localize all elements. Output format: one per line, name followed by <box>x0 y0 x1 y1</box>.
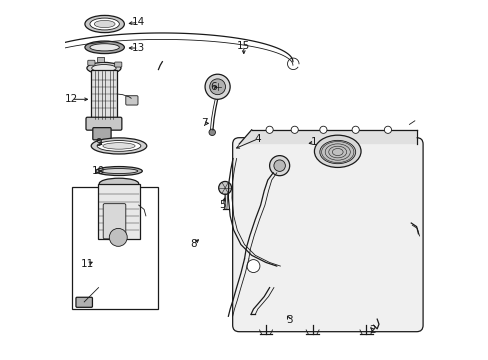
FancyBboxPatch shape <box>232 138 422 332</box>
Bar <box>98 184 140 239</box>
Circle shape <box>218 181 231 194</box>
Ellipse shape <box>85 15 124 33</box>
Circle shape <box>209 79 225 95</box>
Circle shape <box>273 160 285 171</box>
Circle shape <box>269 156 289 176</box>
Circle shape <box>384 126 391 134</box>
Text: 10: 10 <box>92 166 105 176</box>
Text: 6: 6 <box>209 82 216 93</box>
Ellipse shape <box>97 140 141 151</box>
Circle shape <box>319 126 326 134</box>
Text: 3: 3 <box>285 315 292 325</box>
Ellipse shape <box>319 140 355 164</box>
Ellipse shape <box>314 135 360 167</box>
Polygon shape <box>239 130 416 144</box>
Ellipse shape <box>90 18 119 30</box>
FancyBboxPatch shape <box>103 204 125 239</box>
Ellipse shape <box>102 143 135 149</box>
Ellipse shape <box>91 138 146 154</box>
Ellipse shape <box>90 44 119 51</box>
FancyBboxPatch shape <box>125 96 138 105</box>
Ellipse shape <box>100 168 138 174</box>
Circle shape <box>208 129 215 135</box>
Circle shape <box>351 126 359 134</box>
Circle shape <box>109 228 127 246</box>
Text: 5: 5 <box>219 200 226 210</box>
FancyBboxPatch shape <box>93 128 111 140</box>
Text: 15: 15 <box>237 41 250 51</box>
Bar <box>72 187 158 309</box>
FancyBboxPatch shape <box>76 297 92 307</box>
Text: 8: 8 <box>190 239 197 249</box>
Ellipse shape <box>87 62 121 74</box>
Circle shape <box>265 126 273 134</box>
Circle shape <box>290 126 298 134</box>
Text: 4: 4 <box>254 134 261 144</box>
Circle shape <box>204 74 230 99</box>
Text: 11: 11 <box>81 259 94 269</box>
Text: 1: 1 <box>310 138 317 147</box>
Ellipse shape <box>85 41 124 54</box>
Text: 2: 2 <box>369 325 375 335</box>
Text: 13: 13 <box>132 43 145 53</box>
Text: 7: 7 <box>201 118 207 128</box>
FancyBboxPatch shape <box>115 62 122 67</box>
Bar <box>91 70 117 120</box>
Circle shape <box>246 260 260 273</box>
Ellipse shape <box>99 178 139 189</box>
FancyBboxPatch shape <box>88 60 95 65</box>
Ellipse shape <box>96 167 142 176</box>
FancyBboxPatch shape <box>86 117 122 130</box>
Text: 12: 12 <box>65 94 78 104</box>
Text: 9: 9 <box>95 138 102 148</box>
Ellipse shape <box>94 21 115 28</box>
Text: 14: 14 <box>132 17 145 27</box>
FancyBboxPatch shape <box>97 57 104 62</box>
Ellipse shape <box>92 64 116 72</box>
